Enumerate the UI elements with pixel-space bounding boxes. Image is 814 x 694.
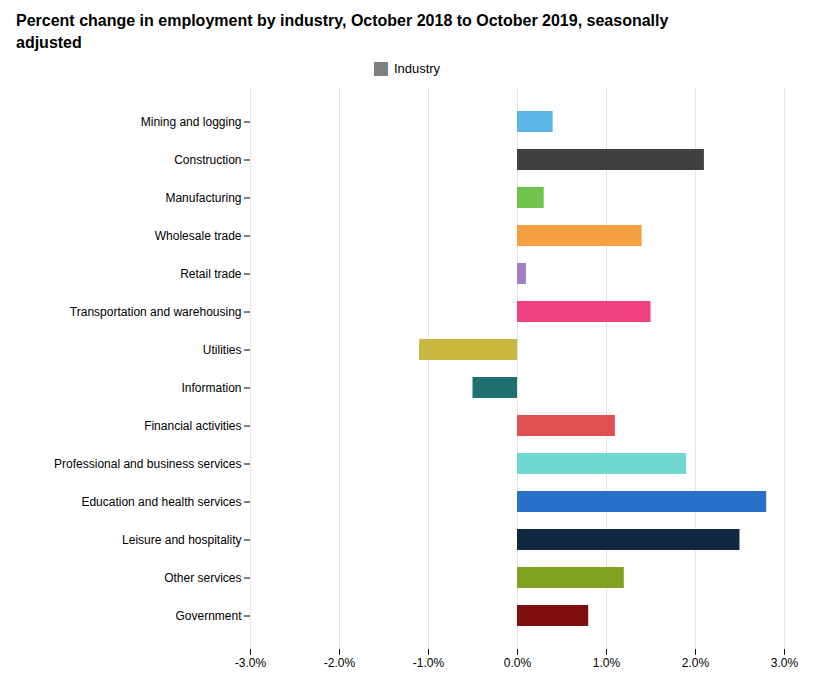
- svg-text:Transportation and warehousing: Transportation and warehousing: [70, 305, 242, 319]
- html-text:Percent change in employment b: Percent change in employment by industry…: [16, 12, 669, 51]
- svg-text:Leisure and hospitality: Leisure and hospitality: [122, 533, 241, 547]
- svg-text:Financial activities: Financial activities: [144, 419, 241, 433]
- svg-text:Information: Information: [181, 381, 241, 395]
- svg-text:Education and health services: Education and health services: [81, 495, 241, 509]
- svg-text:Manufacturing: Manufacturing: [165, 191, 241, 205]
- svg-text:3.0%: 3.0%: [771, 656, 799, 670]
- svg-text:Mining and logging: Mining and logging: [141, 115, 242, 129]
- svg-text:Retail trade: Retail trade: [180, 267, 242, 281]
- svg-text:-1.0%: -1.0%: [413, 656, 445, 670]
- svg-text:2.0%: 2.0%: [682, 656, 710, 670]
- svg-text:1.0%: 1.0%: [593, 656, 621, 670]
- svg-text:Other services: Other services: [164, 571, 241, 585]
- svg-text:-2.0%: -2.0%: [324, 656, 356, 670]
- svg-text:Construction: Construction: [174, 153, 241, 167]
- svg-text:Professional and business serv: Professional and business services: [54, 457, 241, 471]
- html-text:Industry: Industry: [393, 61, 441, 77]
- svg-text:-3.0%: -3.0%: [235, 656, 267, 670]
- svg-text:0.0%: 0.0%: [504, 656, 532, 670]
- svg-text:Government: Government: [175, 609, 242, 623]
- svg-text:Utilities: Utilities: [203, 343, 242, 357]
- svg-text:Wholesale trade: Wholesale trade: [155, 229, 242, 243]
